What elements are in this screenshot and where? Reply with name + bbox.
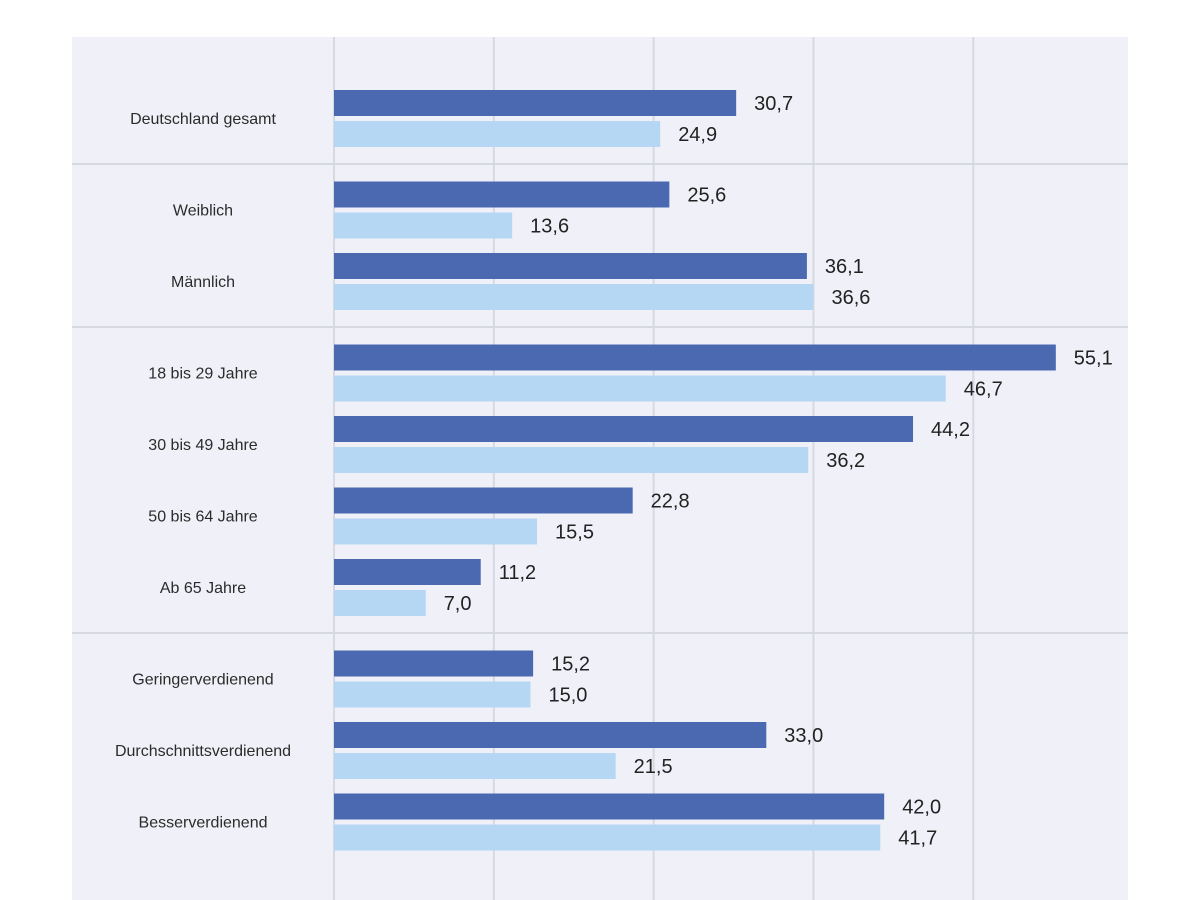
data-label-series2: 21,5: [634, 756, 673, 778]
bar-series1: [334, 90, 737, 116]
category-label: Besserverdienend: [139, 815, 268, 832]
bar-series1: [334, 650, 534, 677]
data-label-series2: 36,2: [826, 450, 865, 472]
bar-series2: [334, 753, 616, 779]
bar-series1: [334, 181, 670, 208]
bar-series2: [334, 590, 426, 616]
bar-series2: [334, 447, 809, 473]
data-label-series2: 41,7: [898, 828, 937, 850]
data-label-series1: 25,6: [687, 185, 726, 207]
data-label-series2: 7,0: [444, 593, 472, 615]
category-label: Durchschnittsverdienend: [115, 743, 291, 760]
category-label: Deutschland gesamt: [130, 111, 276, 128]
bar-series2: [334, 518, 538, 545]
data-label-series2: 13,6: [530, 216, 569, 238]
bar-series2: [334, 375, 946, 402]
data-label-series1: 11,2: [499, 562, 536, 584]
category-label: Weiblich: [173, 203, 233, 220]
category-label: Geringerverdienend: [132, 672, 273, 689]
bar-series1: [334, 344, 1056, 371]
data-label-series1: 22,8: [651, 491, 690, 513]
data-label-series1: 33,0: [784, 725, 823, 747]
bar-series1: [334, 793, 885, 820]
data-label-series2: 46,7: [964, 379, 1003, 401]
bar-series2: [334, 212, 513, 239]
bar-series2: [334, 824, 881, 851]
category-label: 50 bis 64 Jahre: [148, 509, 258, 526]
bar-series2: [334, 121, 661, 147]
bar-series1: [334, 559, 481, 585]
data-label-series2: 24,9: [678, 124, 717, 146]
category-label: 18 bis 29 Jahre: [148, 366, 258, 383]
category-label: Ab 65 Jahre: [160, 580, 246, 597]
data-label-series1: 30,7: [754, 93, 793, 115]
data-label-series1: 36,1: [825, 256, 864, 278]
data-label-series2: 15,0: [549, 685, 588, 707]
data-label-series1: 42,0: [902, 797, 941, 819]
data-label-series1: 15,2: [551, 654, 590, 676]
data-label-series1: 44,2: [931, 419, 970, 441]
data-label-series2: 15,5: [555, 522, 594, 544]
bar-series1: [334, 416, 914, 442]
data-label-series2: 36,6: [831, 287, 870, 309]
data-label-series1: 55,1: [1074, 348, 1113, 370]
bar-series1: [334, 722, 767, 748]
category-label: Männlich: [171, 274, 235, 291]
bar-series1: [334, 253, 807, 279]
bar-series2: [334, 681, 531, 708]
bar-series1: [334, 487, 633, 514]
category-label: 30 bis 49 Jahre: [148, 437, 258, 454]
bar-series2: [334, 284, 814, 310]
